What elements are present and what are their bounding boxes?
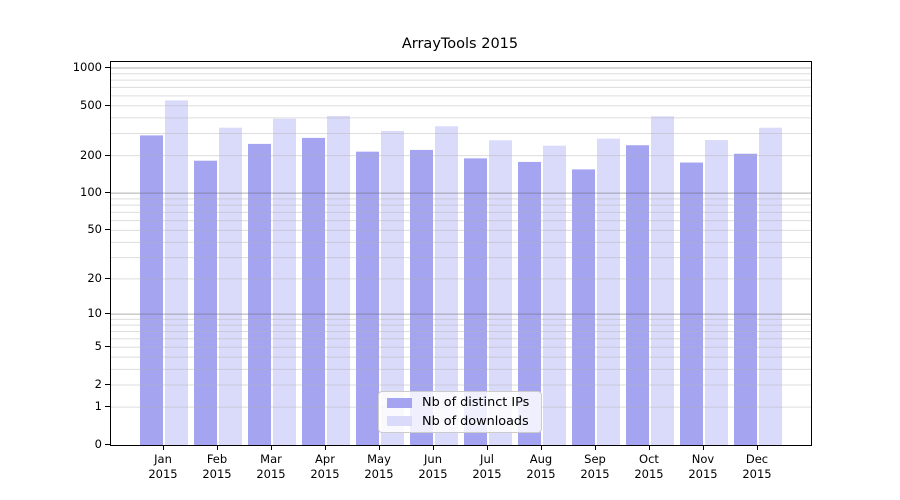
xtick-mark-jul <box>487 445 488 450</box>
ytick-mark-5 <box>105 346 110 348</box>
ytick-label-500: 500 <box>80 97 102 112</box>
bar-sep-downloads <box>597 138 620 445</box>
xtick-mark-sep <box>595 445 596 450</box>
bar-oct-downloads <box>651 116 674 445</box>
bar-mar-downloads <box>273 118 296 445</box>
xtick-label-aug: Aug 2015 <box>526 452 556 481</box>
ytick-mark-200 <box>105 154 110 156</box>
bar-jul-downloads <box>489 140 512 445</box>
xtick-mark-jan <box>163 445 164 450</box>
bar-jun-downloads <box>435 126 458 445</box>
ytick-label-100: 100 <box>80 185 102 200</box>
legend-swatch-downloads <box>387 416 412 427</box>
legend: Nb of distinct IPs Nb of downloads <box>378 391 542 433</box>
bar-apr-distinct-ips <box>302 137 325 445</box>
xtick-mark-apr <box>325 445 326 450</box>
bar-sep-distinct-ips <box>572 169 595 445</box>
bar-may-downloads <box>381 130 404 445</box>
ytick-mark-0 <box>105 444 110 445</box>
ytick-label-1: 1 <box>94 399 102 414</box>
ytick-label-2: 2 <box>94 377 102 392</box>
legend-label-distinct-ips: Nb of distinct IPs <box>422 395 530 411</box>
xtick-label-jul: Jul 2015 <box>472 452 502 481</box>
xtick-mark-dec <box>757 445 758 450</box>
xtick-label-jan: Jan 2015 <box>148 452 178 481</box>
ytick-mark-100 <box>105 192 110 194</box>
ytick-mark-50 <box>105 229 110 231</box>
bar-aug-distinct-ips <box>518 161 541 445</box>
xtick-mark-oct <box>649 445 650 450</box>
bar-chart-canvas <box>111 67 811 445</box>
xtick-mark-jun <box>433 445 434 450</box>
bar-feb-distinct-ips <box>194 160 217 445</box>
xtick-mark-nov <box>703 445 704 450</box>
ytick-mark-20 <box>105 277 110 279</box>
ytick-label-1000: 1000 <box>72 59 102 74</box>
bar-nov-downloads <box>705 140 728 445</box>
bar-jan-downloads <box>165 100 188 445</box>
xtick-mark-feb <box>217 445 218 450</box>
ytick-label-50: 50 <box>87 222 102 237</box>
ytick-mark-1000 <box>105 66 110 68</box>
ytick-label-5: 5 <box>94 339 102 354</box>
ytick-label-200: 200 <box>80 147 102 162</box>
xtick-label-nov: Nov 2015 <box>688 452 718 481</box>
bar-dec-distinct-ips <box>734 153 757 445</box>
xtick-mark-may <box>379 445 380 450</box>
xtick-label-dec: Dec 2015 <box>742 452 772 481</box>
xtick-label-apr: Apr 2015 <box>310 452 340 481</box>
bar-jan-distinct-ips <box>140 135 163 445</box>
xtick-mark-aug <box>541 445 542 450</box>
bar-aug-downloads <box>543 145 566 445</box>
xtick-label-mar: Mar 2015 <box>256 452 286 481</box>
bar-jul-distinct-ips <box>464 158 487 445</box>
xtick-label-feb: Feb 2015 <box>202 452 232 481</box>
ytick-mark-2 <box>105 384 110 386</box>
legend-swatch-distinct-ips <box>387 397 412 408</box>
legend-row-downloads: Nb of downloads <box>387 414 533 430</box>
chart-title: ArrayTools 2015 <box>401 36 519 52</box>
ytick-label-0: 0 <box>94 437 102 451</box>
bar-dec-downloads <box>759 127 782 445</box>
bar-nov-distinct-ips <box>680 162 703 445</box>
xtick-label-may: May 2015 <box>364 452 394 481</box>
xtick-mark-mar <box>271 445 272 450</box>
legend-label-downloads: Nb of downloads <box>422 413 529 429</box>
xtick-label-jun: Jun 2015 <box>418 452 448 481</box>
bar-oct-distinct-ips <box>626 145 649 445</box>
bar-jun-distinct-ips <box>410 149 433 445</box>
ytick-mark-1 <box>105 406 110 408</box>
plot-area <box>110 61 812 446</box>
bar-feb-downloads <box>219 127 242 445</box>
bar-apr-downloads <box>327 116 350 445</box>
ytick-mark-10 <box>105 313 110 315</box>
xtick-label-sep: Sep 2015 <box>580 452 610 481</box>
ytick-label-10: 10 <box>87 306 102 321</box>
bar-may-distinct-ips <box>356 151 379 445</box>
bar-mar-distinct-ips <box>248 143 271 445</box>
ytick-mark-500 <box>105 104 110 106</box>
ytick-label-20: 20 <box>87 270 102 285</box>
xtick-label-oct: Oct 2015 <box>634 452 664 481</box>
legend-row-distinct-ips: Nb of distinct IPs <box>387 395 533 411</box>
